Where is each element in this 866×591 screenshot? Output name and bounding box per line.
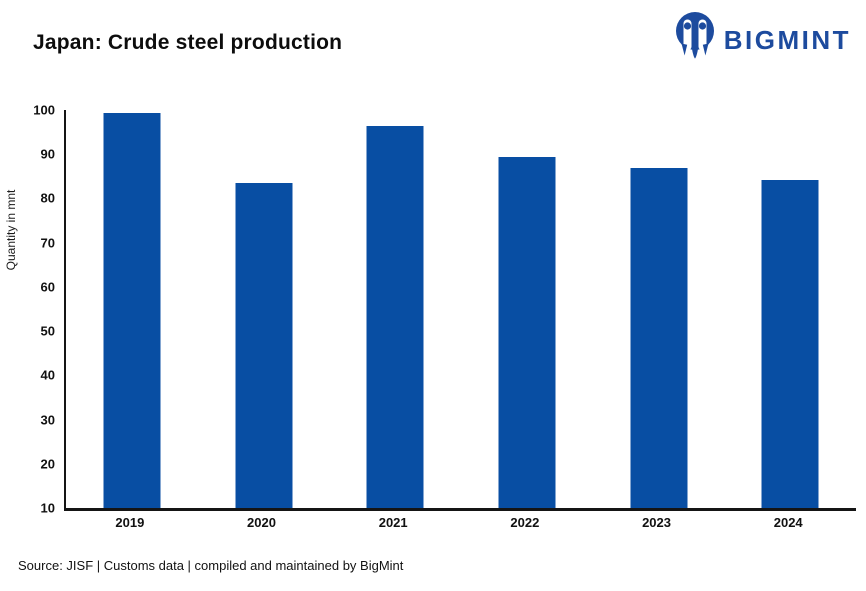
x-tick-label: 2020 — [247, 515, 276, 530]
y-tick-label: 70 — [40, 235, 55, 251]
bar-2023 — [630, 167, 688, 508]
logo-mark — [675, 12, 714, 59]
y-tick-label: 80 — [40, 190, 55, 206]
bar-slot — [329, 110, 461, 508]
x-tick-label: 2022 — [510, 515, 540, 530]
y-tick-label: 100 — [33, 102, 55, 118]
y-tick-label: 60 — [40, 279, 55, 295]
bar-2022 — [498, 157, 556, 508]
page-title: Japan: Crude steel production — [33, 31, 343, 54]
y-tick-label: 50 — [40, 323, 55, 339]
x-tick-label: 2024 — [773, 515, 803, 530]
x-tick-label: 2023 — [642, 515, 671, 530]
bar-slot — [66, 110, 198, 508]
y-axis-ticks: 100 90 80 70 60 50 40 30 20 10 — [0, 103, 55, 516]
bar-2020 — [235, 182, 292, 508]
y-tick-label: 10 — [40, 500, 55, 516]
y-tick-label: 30 — [40, 412, 55, 428]
bar-2024 — [761, 179, 819, 508]
bar-slot — [461, 110, 593, 508]
bigmint-owl-icon — [673, 11, 717, 64]
bar-2021 — [366, 126, 424, 508]
x-axis-labels: 2019 2020 2021 2022 2023 2024 — [64, 515, 854, 530]
bar-slot — [724, 110, 856, 508]
bar-2019 — [103, 113, 161, 508]
bigmint-logo-text: BIGMINT — [723, 24, 851, 55]
source-note: Source: JISF | Customs data | compiled a… — [18, 558, 404, 573]
bar-slot — [593, 110, 725, 508]
x-tick-label: 2019 — [115, 515, 145, 530]
y-tick-label: 20 — [40, 456, 55, 472]
bar-slot — [198, 110, 330, 508]
plot-area — [64, 110, 856, 511]
x-tick-label: 2021 — [378, 515, 408, 530]
y-tick-label: 90 — [40, 146, 55, 162]
bigmint-logo: BIGMINT — [673, 11, 851, 64]
y-tick-label: 40 — [40, 367, 55, 383]
